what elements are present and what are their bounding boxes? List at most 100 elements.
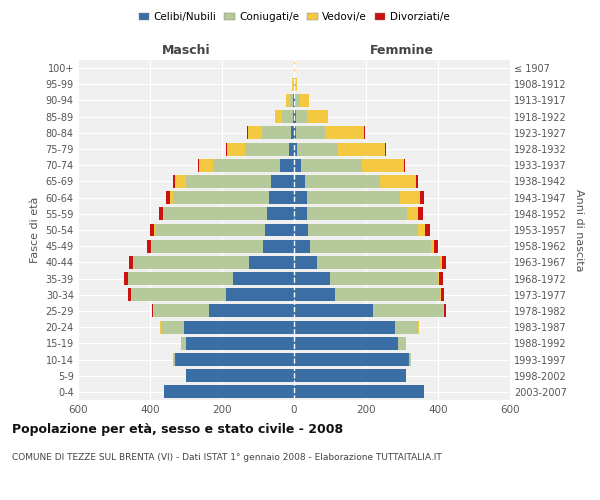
- Bar: [317, 256, 440, 269]
- Bar: [420, 191, 424, 204]
- Bar: [293, 94, 294, 107]
- Bar: [385, 142, 386, 156]
- Bar: [175, 175, 186, 188]
- Text: COMUNE DI TEZZE SUL BRENTA (VI) - Dati ISTAT 1° gennaio 2008 - Elaborazione TUTT: COMUNE DI TEZZE SUL BRENTA (VI) - Dati I…: [12, 452, 442, 462]
- Bar: [166, 191, 170, 204]
- Bar: [294, 126, 296, 140]
- Legend: Celibi/Nubili, Coniugati/e, Vedovi/e, Divorziati/e: Celibi/Nubili, Coniugati/e, Vedovi/e, Di…: [134, 8, 454, 26]
- Bar: [294, 353, 409, 366]
- Bar: [209, 304, 294, 318]
- Bar: [294, 256, 317, 269]
- Bar: [226, 288, 294, 301]
- Bar: [173, 191, 269, 204]
- Bar: [124, 272, 128, 285]
- Bar: [173, 353, 175, 366]
- Bar: [440, 256, 442, 269]
- Bar: [294, 159, 301, 172]
- Bar: [440, 288, 441, 301]
- Bar: [295, 94, 300, 107]
- Bar: [226, 142, 227, 156]
- Bar: [282, 110, 293, 123]
- Bar: [131, 288, 132, 301]
- Bar: [164, 208, 267, 220]
- Bar: [335, 288, 440, 301]
- Bar: [434, 240, 438, 252]
- Bar: [438, 272, 439, 285]
- Bar: [262, 126, 291, 140]
- Bar: [294, 175, 305, 188]
- Bar: [294, 110, 296, 123]
- Bar: [292, 78, 293, 91]
- Bar: [294, 272, 330, 285]
- Bar: [164, 386, 294, 398]
- Bar: [186, 337, 294, 350]
- Bar: [297, 142, 338, 156]
- Bar: [325, 126, 364, 140]
- Bar: [441, 288, 444, 301]
- Bar: [373, 304, 443, 318]
- Bar: [249, 256, 294, 269]
- Bar: [265, 224, 294, 236]
- Bar: [181, 337, 186, 350]
- Bar: [129, 256, 133, 269]
- Bar: [155, 224, 265, 236]
- Bar: [425, 224, 430, 236]
- Bar: [409, 353, 411, 366]
- Bar: [294, 288, 335, 301]
- Bar: [301, 159, 362, 172]
- Bar: [186, 369, 294, 382]
- Bar: [296, 110, 307, 123]
- Bar: [444, 304, 446, 318]
- Bar: [294, 224, 308, 236]
- Bar: [294, 142, 297, 156]
- Bar: [307, 208, 407, 220]
- Bar: [271, 175, 294, 188]
- Bar: [362, 159, 404, 172]
- Bar: [227, 142, 245, 156]
- Bar: [395, 320, 418, 334]
- Bar: [159, 208, 163, 220]
- Bar: [296, 126, 325, 140]
- Bar: [275, 110, 282, 123]
- Bar: [294, 208, 307, 220]
- Bar: [263, 240, 294, 252]
- Text: Popolazione per età, sesso e stato civile - 2008: Popolazione per età, sesso e stato civil…: [12, 422, 343, 436]
- Bar: [294, 304, 373, 318]
- Bar: [269, 191, 294, 204]
- Bar: [152, 304, 153, 318]
- Bar: [439, 272, 443, 285]
- Bar: [294, 240, 310, 252]
- Bar: [163, 208, 164, 220]
- Bar: [294, 386, 424, 398]
- Bar: [307, 191, 400, 204]
- Bar: [307, 110, 328, 123]
- Bar: [305, 175, 380, 188]
- Bar: [233, 272, 294, 285]
- Bar: [294, 369, 406, 382]
- Bar: [132, 288, 226, 301]
- Bar: [400, 191, 420, 204]
- Bar: [150, 224, 154, 236]
- Bar: [213, 159, 280, 172]
- Bar: [152, 240, 263, 252]
- Bar: [280, 159, 294, 172]
- Bar: [173, 175, 175, 188]
- Bar: [294, 337, 398, 350]
- Bar: [431, 240, 434, 252]
- Bar: [407, 208, 418, 220]
- Bar: [186, 175, 271, 188]
- Bar: [247, 126, 248, 140]
- Bar: [291, 126, 294, 140]
- Bar: [310, 240, 431, 252]
- Bar: [147, 240, 151, 252]
- Bar: [380, 175, 416, 188]
- Bar: [197, 159, 199, 172]
- Bar: [128, 272, 233, 285]
- Bar: [151, 240, 152, 252]
- Bar: [294, 320, 395, 334]
- Bar: [290, 94, 293, 107]
- Bar: [289, 142, 294, 156]
- Bar: [308, 224, 418, 236]
- Bar: [398, 337, 406, 350]
- Bar: [267, 208, 294, 220]
